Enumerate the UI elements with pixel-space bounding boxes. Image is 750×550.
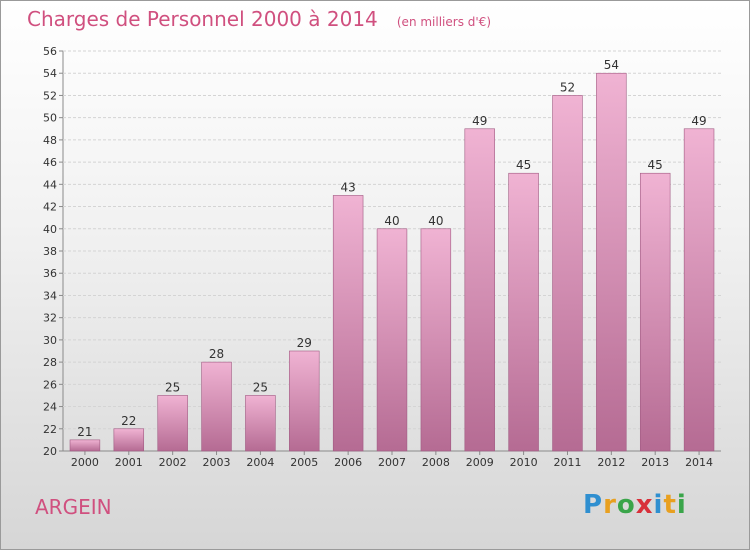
data-label: 49 <box>472 114 487 128</box>
logo-letter: P <box>583 490 604 520</box>
bar <box>376 228 408 452</box>
bar <box>683 128 715 452</box>
x-tick-label: 2006 <box>334 456 362 469</box>
bar <box>289 350 320 452</box>
data-label: 40 <box>428 214 443 228</box>
logo-letter: x <box>635 490 654 520</box>
proxiti-logo: Proxiti <box>583 490 687 520</box>
logo-letter: o <box>616 490 636 520</box>
data-label: 29 <box>297 336 312 350</box>
logo-letter: i <box>676 490 687 520</box>
y-tick-label: 48 <box>43 134 57 147</box>
bar <box>508 172 539 452</box>
data-label: 54 <box>604 58 619 72</box>
y-tick-label: 42 <box>43 201 57 214</box>
x-tick-label: 2013 <box>641 456 669 469</box>
bar <box>113 428 145 452</box>
y-tick-label: 24 <box>43 401 57 414</box>
y-tick-label: 50 <box>43 112 57 125</box>
y-tick-label: 30 <box>43 334 57 347</box>
y-tick-label: 28 <box>43 356 57 369</box>
data-label: 45 <box>516 158 531 172</box>
bar <box>69 439 101 452</box>
bar <box>201 361 232 452</box>
data-label: 21 <box>77 425 92 439</box>
y-tick-label: 52 <box>43 89 57 102</box>
x-tick-label: 2014 <box>685 456 713 469</box>
commune-name: ARGEIN <box>35 495 112 519</box>
y-tick-label: 34 <box>43 289 57 302</box>
bar <box>420 228 452 452</box>
x-tick-label: 2003 <box>203 456 231 469</box>
y-tick-label: 32 <box>43 312 57 325</box>
data-label: 45 <box>648 158 663 172</box>
x-tick-label: 2009 <box>466 456 494 469</box>
x-tick-label: 2001 <box>115 456 143 469</box>
data-label: 40 <box>384 214 399 228</box>
y-tick-label: 38 <box>43 245 57 258</box>
x-tick-label: 2007 <box>378 456 406 469</box>
y-tick-label: 40 <box>43 223 57 236</box>
chart-title: Charges de Personnel 2000 à 2014 <box>27 7 378 31</box>
bar <box>596 72 627 452</box>
bar <box>245 395 276 452</box>
data-label: 22 <box>121 414 136 428</box>
bar <box>552 95 583 452</box>
title-row: Charges de Personnel 2000 à 2014 (en mil… <box>27 7 491 31</box>
y-tick-label: 54 <box>43 67 57 80</box>
y-tick-label: 56 <box>43 45 57 58</box>
bar <box>332 195 364 452</box>
bar <box>639 172 671 452</box>
x-tick-label: 2002 <box>159 456 187 469</box>
x-tick-label: 2005 <box>290 456 318 469</box>
x-tick-label: 2004 <box>246 456 274 469</box>
data-label: 28 <box>209 347 224 361</box>
x-tick-label: 2008 <box>422 456 450 469</box>
x-tick-label: 2010 <box>510 456 538 469</box>
chart-subtitle: (en milliers d'€) <box>396 15 491 29</box>
x-tick-label: 2000 <box>71 456 99 469</box>
y-tick-label: 22 <box>43 423 57 436</box>
y-tick-label: 26 <box>43 378 57 391</box>
logo-letter: t <box>663 490 677 520</box>
y-tick-label: 44 <box>43 178 57 191</box>
x-tick-label: 2011 <box>553 456 581 469</box>
y-tick-label: 46 <box>43 156 57 169</box>
y-tick-label: 20 <box>43 445 57 458</box>
data-label: 43 <box>340 180 355 194</box>
x-tick-label: 2012 <box>597 456 625 469</box>
bar <box>464 128 495 452</box>
y-tick-label: 36 <box>43 267 57 280</box>
logo-letter: r <box>603 490 617 520</box>
data-label: 49 <box>691 114 706 128</box>
data-label: 25 <box>253 380 268 394</box>
bar <box>157 395 188 452</box>
data-label: 52 <box>560 80 575 94</box>
data-label: 25 <box>165 380 180 394</box>
logo-letter: i <box>653 490 664 520</box>
